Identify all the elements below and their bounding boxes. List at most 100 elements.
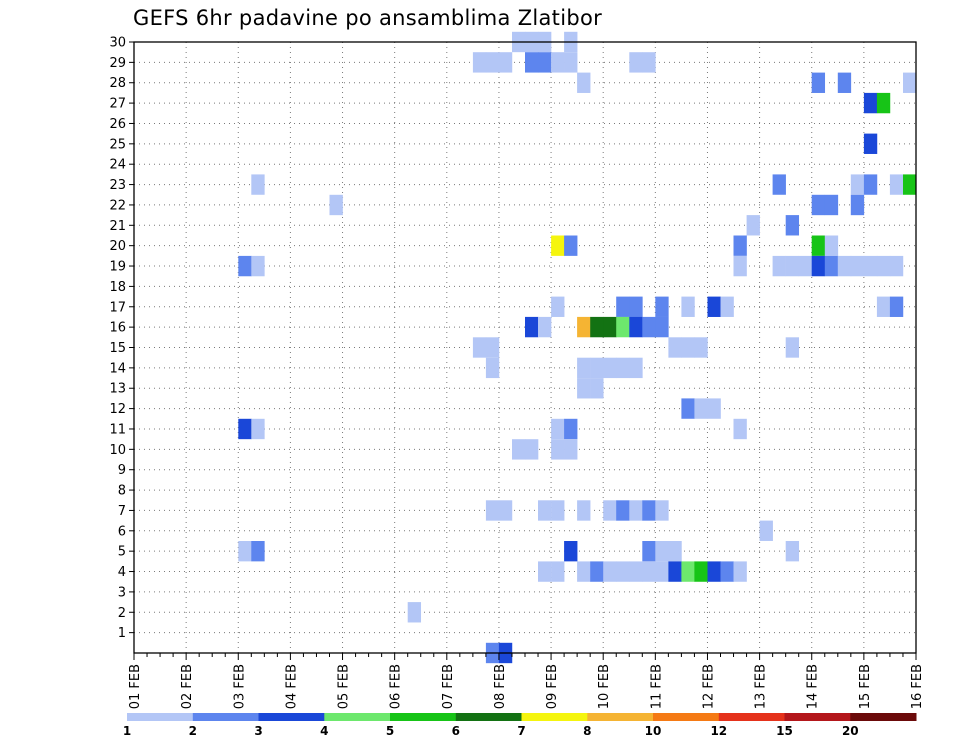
heat-cell — [329, 194, 343, 216]
heat-cell — [668, 337, 682, 358]
heat-cell — [590, 378, 604, 399]
heat-cell — [811, 72, 826, 93]
heat-cell — [577, 378, 591, 399]
heat-cell — [863, 255, 878, 277]
colorbar-swatch — [718, 713, 785, 721]
heat-cell — [498, 500, 513, 521]
y-tick-label: 22 — [109, 198, 126, 213]
heat-cell — [733, 235, 747, 256]
heat-cell — [551, 561, 565, 582]
heat-cell — [629, 500, 643, 521]
heat-cell — [485, 52, 500, 73]
heat-cell — [590, 316, 604, 338]
y-tick-label: 26 — [109, 117, 126, 132]
heat-cell — [785, 337, 800, 358]
colorbar-swatch — [192, 713, 259, 721]
heat-cell — [551, 52, 565, 73]
heat-cell — [668, 561, 682, 582]
heat-cell — [642, 541, 656, 562]
heat-cell — [707, 296, 721, 317]
colorbar-label: 7 — [517, 724, 525, 738]
heat-cell — [551, 418, 565, 440]
heat-cell — [876, 92, 891, 114]
heat-cell — [629, 296, 643, 317]
heat-cell — [798, 255, 813, 277]
heat-cell — [863, 174, 878, 195]
heat-cell — [772, 174, 786, 195]
y-tick-label: 20 — [109, 239, 126, 254]
heat-cell — [251, 255, 265, 277]
heat-cell — [889, 174, 904, 195]
heat-cell — [707, 561, 721, 582]
y-tick-label: 9 — [118, 463, 126, 478]
heat-cell — [564, 235, 578, 256]
colorbar-label: 8 — [583, 724, 591, 738]
heat-cell — [238, 255, 252, 277]
heat-cell — [485, 337, 500, 358]
heat-cell — [577, 357, 591, 379]
heat-cell — [525, 316, 539, 338]
heat-cell — [811, 235, 826, 256]
x-tick-label: 14 FEB — [806, 664, 821, 709]
heat-cell — [681, 337, 695, 358]
colorbar-label: 3 — [254, 724, 262, 738]
y-tick-label: 30 — [109, 36, 126, 51]
heat-cell — [903, 72, 917, 93]
heat-cell — [251, 418, 265, 440]
x-tick-label: 12 FEB — [701, 664, 716, 709]
y-tick-label: 1 — [118, 626, 126, 641]
colorbar-swatch — [127, 713, 194, 721]
y-tick-label: 4 — [118, 565, 126, 580]
y-tick-label: 27 — [109, 97, 126, 112]
heat-cell — [525, 52, 539, 73]
colorbar-swatch — [850, 713, 917, 721]
y-tick-label: 10 — [109, 443, 126, 458]
heat-cell — [577, 500, 591, 521]
heat-cell — [733, 561, 747, 582]
heat-cell — [590, 561, 604, 582]
heat-cell — [785, 541, 800, 562]
heat-cell — [772, 255, 786, 277]
heat-cell — [850, 255, 865, 277]
y-tick-label: 12 — [109, 402, 126, 417]
colorbar-swatch — [455, 713, 522, 721]
colorbar-label: 12 — [710, 724, 727, 738]
heat-cell — [824, 255, 839, 277]
heat-cell — [655, 296, 669, 317]
heat-cell — [733, 418, 747, 440]
heat-cell — [681, 398, 695, 419]
heat-cell — [876, 296, 891, 317]
heat-cell — [577, 72, 591, 93]
heat-cell — [551, 235, 565, 256]
y-tick-label: 5 — [118, 545, 126, 560]
heat-cell — [642, 561, 656, 582]
heat-cell — [629, 52, 643, 73]
heat-cell — [759, 520, 773, 541]
colorbar-swatch — [324, 713, 391, 721]
heat-cell — [889, 296, 904, 317]
heat-cell — [564, 541, 578, 562]
heat-cell — [876, 255, 891, 277]
y-tick-label: 11 — [109, 422, 126, 437]
heat-cell — [629, 316, 643, 338]
colorbar-label: 15 — [776, 724, 793, 738]
heat-cell — [238, 418, 252, 440]
heat-cell — [251, 174, 265, 195]
heat-cell — [603, 357, 617, 379]
heat-cell — [538, 316, 552, 338]
x-tick-label: 04 FEB — [284, 664, 299, 709]
heat-cell — [551, 439, 565, 460]
heat-cell — [655, 561, 669, 582]
heat-cell — [485, 500, 500, 521]
x-tick-label: 10 FEB — [597, 664, 612, 709]
y-tick-label: 13 — [109, 382, 126, 397]
y-tick-label: 23 — [109, 178, 126, 193]
heat-cell — [694, 337, 708, 358]
heat-cell — [720, 296, 734, 317]
colorbar-label: 6 — [452, 724, 460, 738]
heat-cell — [564, 52, 578, 73]
heat-cell — [733, 255, 747, 277]
y-tick-label: 8 — [118, 484, 126, 499]
heat-cell — [655, 541, 669, 562]
y-tick-label: 24 — [109, 158, 126, 173]
